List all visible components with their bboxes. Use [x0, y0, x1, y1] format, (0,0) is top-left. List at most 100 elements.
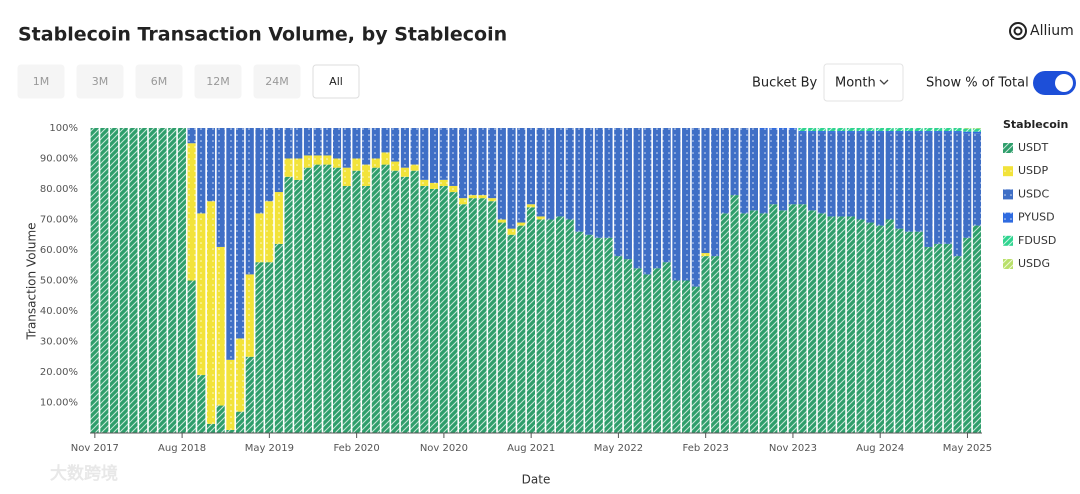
range-button[interactable] — [17, 64, 65, 99]
bar-segment — [953, 131, 962, 133]
bar-segment — [885, 128, 894, 132]
y-tick-label: 10.00% — [40, 398, 78, 409]
bar-segment — [759, 128, 768, 130]
bar-segment — [817, 213, 826, 433]
bar-segment — [875, 132, 885, 226]
bar-segment — [817, 132, 826, 214]
bar-segment — [400, 176, 409, 434]
bar-segment — [420, 185, 429, 433]
bar-segment — [885, 219, 894, 433]
bar-segment — [720, 128, 729, 214]
bar-segment — [827, 216, 836, 433]
bar-segment — [914, 132, 923, 232]
bar-segment — [352, 170, 361, 433]
bar-segment — [187, 143, 196, 281]
bar-segment — [410, 164, 419, 171]
bar-segment — [963, 131, 972, 134]
bar-segment — [517, 225, 526, 433]
bar-segment — [778, 128, 788, 130]
range-label: 12M — [206, 75, 230, 88]
bar-segment — [197, 213, 206, 376]
bar-segment — [216, 405, 225, 433]
bar-segment — [565, 219, 574, 433]
y-tick-label: 30.00% — [40, 337, 78, 348]
bar-segment — [594, 237, 603, 433]
bar-segment — [720, 213, 729, 433]
bar-segment — [856, 132, 865, 220]
range-button[interactable] — [194, 64, 242, 99]
y-tick-label: 70.00% — [40, 215, 78, 226]
range-button[interactable] — [76, 64, 124, 99]
bar-segment — [526, 204, 535, 208]
bar-segment — [429, 189, 439, 433]
bar-segment — [216, 246, 225, 406]
bar-segment — [614, 128, 623, 257]
bar-segment — [381, 128, 390, 153]
bar-segment — [643, 128, 652, 275]
bar-segment — [623, 128, 632, 260]
bar-segment — [255, 213, 264, 263]
bar-segment — [362, 185, 371, 433]
bar-segment — [749, 210, 758, 433]
bar-segment — [749, 128, 758, 211]
bar-segment — [934, 243, 943, 433]
bar-segment — [371, 158, 380, 168]
range-button[interactable] — [312, 64, 360, 99]
bar-segment — [352, 158, 361, 171]
bar-segment — [546, 219, 555, 433]
legend-label: PYUSD — [1018, 211, 1055, 224]
bar-segment — [274, 192, 283, 244]
bar-segment — [953, 132, 962, 257]
bar-segment — [536, 128, 545, 217]
bar-segment — [798, 128, 807, 132]
title: Stablecoin Transaction Volume, by Stable… — [18, 24, 507, 46]
bar-segment — [565, 128, 574, 220]
bar-segment — [672, 128, 681, 281]
bar-segment — [294, 158, 303, 180]
bar-segment — [846, 131, 855, 133]
bar-segment — [352, 128, 361, 159]
bar-segment — [895, 228, 904, 433]
bar-segment — [468, 195, 477, 199]
bar-segment — [808, 128, 817, 132]
bar-segment — [837, 132, 846, 217]
bar-segment — [575, 231, 584, 433]
bar-segment — [342, 167, 351, 186]
bar-segment — [245, 356, 254, 433]
bar-segment — [206, 128, 216, 202]
bar-segment — [827, 128, 836, 132]
bar-segment — [934, 131, 943, 133]
bar-segment — [924, 131, 933, 133]
bar-segment — [585, 128, 594, 235]
bar-segment — [885, 132, 894, 220]
bar-segment — [449, 128, 458, 186]
bar-segment — [323, 155, 332, 165]
legend-swatch — [1003, 143, 1013, 153]
bucket-select[interactable] — [823, 63, 904, 102]
bar-segment — [914, 128, 923, 132]
bar-segment — [963, 128, 972, 132]
legend-swatch — [1003, 259, 1013, 269]
bar-segment — [769, 129, 778, 205]
bar-segment — [391, 161, 400, 171]
bar-segment — [905, 132, 914, 232]
bar-segment — [459, 128, 468, 199]
range-button[interactable] — [135, 64, 183, 99]
bar-segment — [507, 128, 516, 229]
bar-segment — [788, 204, 797, 433]
y-tick-label: 50.00% — [40, 276, 78, 287]
bar-segment — [963, 237, 972, 433]
y-tick-label: 100% — [49, 123, 78, 134]
bar-segment — [478, 198, 487, 433]
bar-segment — [323, 128, 332, 156]
bar-segment — [856, 128, 865, 132]
toggle[interactable] — [1033, 71, 1076, 95]
bar-segment — [284, 158, 293, 177]
bar-segment — [875, 128, 885, 132]
bar-segment — [497, 128, 506, 220]
bar-segment — [459, 204, 468, 433]
x-tick-label: Nov 2020 — [420, 443, 468, 454]
bar-segment — [323, 164, 332, 433]
bar-segment — [313, 164, 322, 433]
range-button[interactable] — [253, 64, 301, 99]
